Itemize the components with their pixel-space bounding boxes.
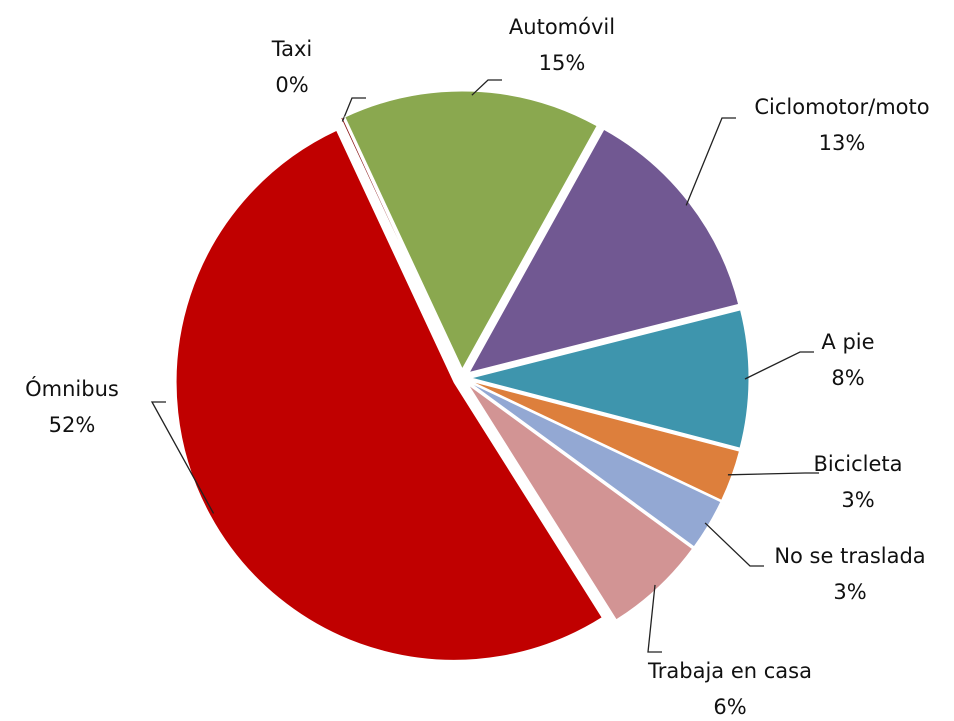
pie-slice <box>468 128 740 374</box>
pie-slice <box>344 90 598 371</box>
leader-line <box>471 79 502 96</box>
leader-line <box>150 401 215 514</box>
leader-line <box>704 522 764 567</box>
slice-label: Ómnibus <box>25 376 119 401</box>
slice-value-label: 3% <box>841 488 874 512</box>
pie-slice <box>470 309 750 449</box>
leader-line <box>685 117 736 206</box>
slice-label: Bicicleta <box>813 452 902 476</box>
pie-slice <box>340 116 459 371</box>
slice-label: No se traslada <box>774 544 925 568</box>
slice-value-label: 8% <box>831 366 864 390</box>
slice-value-label: 13% <box>819 131 866 155</box>
slice-value-label: 0% <box>275 73 308 97</box>
slice-label: Taxi <box>271 37 312 61</box>
leader-line <box>341 97 366 122</box>
slice-value-label: 3% <box>833 580 866 604</box>
slice-label: Trabaja en casa <box>647 659 812 683</box>
slice-value-label: 6% <box>713 695 746 719</box>
slice-label: A pie <box>821 330 874 354</box>
pie-slice <box>467 384 694 621</box>
leader-line <box>647 584 662 653</box>
slice-label: Automóvil <box>509 15 615 39</box>
leader-line <box>744 351 814 380</box>
pie-slice <box>470 380 741 501</box>
slice-label: Ciclomotor/moto <box>754 95 929 119</box>
pie-slice <box>175 129 603 661</box>
leader-line <box>727 472 819 476</box>
slice-value-label: 15% <box>539 51 586 75</box>
pie-slice <box>469 382 722 548</box>
slice-value-label: 52% <box>49 413 96 437</box>
